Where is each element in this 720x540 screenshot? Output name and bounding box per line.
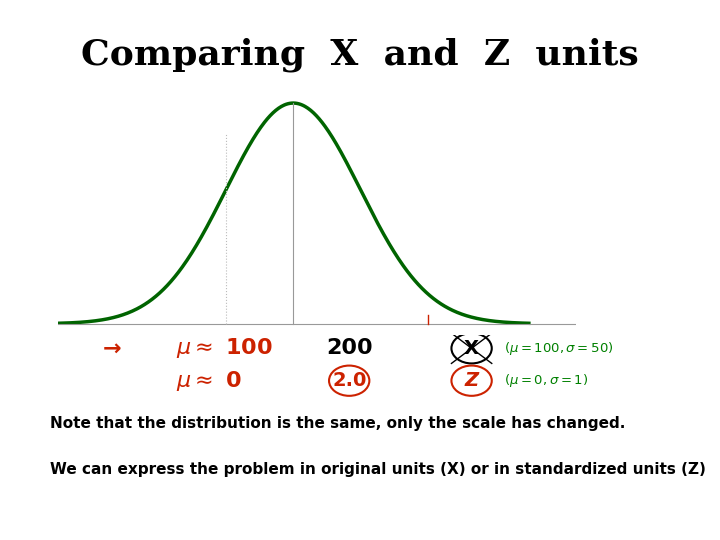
- Text: $(\mu = 100, \sigma = 50)$: $(\mu = 100, \sigma = 50)$: [504, 340, 613, 357]
- Text: We can express the problem in original units (X) or in standardized units (Z): We can express the problem in original u…: [50, 462, 706, 477]
- Text: 2.0: 2.0: [332, 371, 366, 390]
- Text: $(\mu = 0, \sigma = 1)$: $(\mu = 0, \sigma = 1)$: [504, 372, 588, 389]
- Text: X: X: [464, 339, 479, 358]
- Text: →: →: [102, 338, 121, 359]
- Text: Note that the distribution is the same, only the scale has changed.: Note that the distribution is the same, …: [50, 416, 626, 431]
- Text: $\it{\mu}$$\approx$ 100: $\it{\mu}$$\approx$ 100: [176, 336, 274, 360]
- Text: $\it{\mu}$$\approx$ 0: $\it{\mu}$$\approx$ 0: [176, 369, 243, 393]
- Text: Comparing  X  and  Z  units: Comparing X and Z units: [81, 38, 639, 72]
- Text: 200: 200: [326, 338, 372, 359]
- Text: Z: Z: [464, 371, 479, 390]
